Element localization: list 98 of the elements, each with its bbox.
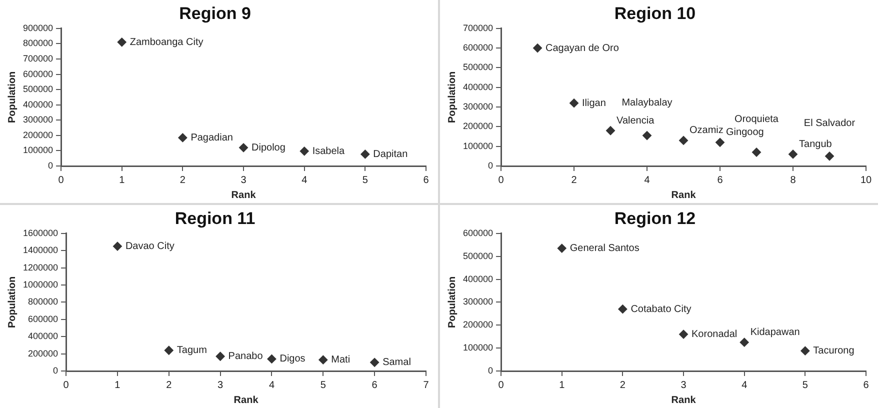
y-tick-label: 500000 bbox=[22, 84, 54, 94]
y-tick-label: 400000 bbox=[28, 331, 58, 342]
y-tick-label: 200000 bbox=[22, 130, 54, 140]
y-tick-label: 600000 bbox=[22, 68, 54, 79]
annotation: Mati bbox=[331, 354, 350, 366]
chart-title: Region 11 bbox=[174, 208, 256, 228]
x-tick-label: 5 bbox=[802, 380, 808, 391]
x-axis-title: Rank bbox=[234, 394, 259, 406]
y-tick-label: 600000 bbox=[462, 228, 494, 238]
annotation: Malaybalay bbox=[622, 97, 672, 108]
x-tick-label: 1 bbox=[119, 174, 126, 186]
y-tick-label: 0 bbox=[488, 365, 494, 376]
x-tick-label: 0 bbox=[63, 380, 70, 391]
y-tick-label: 900000 bbox=[22, 22, 54, 33]
y-tick-label: 300000 bbox=[462, 102, 494, 112]
annotation: Pagadian bbox=[190, 132, 233, 144]
x-tick-label: 6 bbox=[717, 174, 724, 186]
x-tick-label: 2 bbox=[571, 174, 578, 186]
annotation: Tangub bbox=[799, 138, 832, 150]
annotation: Gingoog bbox=[726, 127, 764, 138]
x-tick-label: 4 bbox=[268, 380, 275, 391]
x-axis-title: Rank bbox=[671, 394, 696, 406]
y-tick-label: 300000 bbox=[22, 114, 54, 125]
y-tick-label: 100000 bbox=[22, 145, 54, 156]
x-tick-label: 10 bbox=[860, 174, 872, 186]
y-tick-label: 100000 bbox=[462, 140, 494, 151]
annotation: Ozamiz bbox=[690, 125, 724, 136]
x-tick-label: 6 bbox=[863, 380, 870, 391]
x-tick-label: 3 bbox=[680, 380, 687, 391]
annotation: Tagum bbox=[176, 345, 207, 356]
y-tick-label: 1400000 bbox=[22, 245, 58, 256]
annotation: Isabela bbox=[312, 146, 346, 157]
annotation: Cagayan de Oro bbox=[546, 42, 620, 54]
x-tick-label: 2 bbox=[620, 380, 626, 391]
y-tick-label: 500000 bbox=[462, 62, 494, 72]
y-axis-title: Population bbox=[6, 71, 18, 124]
annotation: General Santos bbox=[570, 243, 640, 254]
x-tick-label: 6 bbox=[423, 174, 430, 186]
x-tick-label: 1 bbox=[114, 380, 121, 391]
y-tick-label: 300000 bbox=[462, 296, 494, 307]
y-tick-label: 1600000 bbox=[22, 228, 58, 238]
x-tick-label: 2 bbox=[166, 380, 172, 391]
x-tick-label: 1 bbox=[559, 380, 566, 391]
annotation: Zamboanga City bbox=[130, 36, 204, 48]
chart-title: Region 10 bbox=[614, 4, 696, 23]
annotation: Dipolog bbox=[252, 142, 286, 154]
x-tick-label: 2 bbox=[180, 174, 186, 186]
x-tick-label: 5 bbox=[320, 380, 326, 391]
y-axis-title: Population bbox=[446, 71, 458, 124]
annotation: Panabo bbox=[228, 351, 264, 362]
y-tick-label: 800000 bbox=[28, 296, 58, 307]
annotation: Oroquieta bbox=[734, 114, 779, 125]
y-tick-label: 200000 bbox=[28, 348, 58, 358]
y-axis-title: Population bbox=[446, 276, 458, 328]
y-tick-label: 1000000 bbox=[22, 279, 58, 290]
x-tick-label: 3 bbox=[240, 174, 247, 186]
x-tick-label: 4 bbox=[742, 380, 748, 391]
x-tick-label: 6 bbox=[372, 380, 378, 391]
y-tick-label: 100000 bbox=[462, 342, 494, 353]
y-tick-label: 400000 bbox=[462, 274, 494, 284]
annotation: Dapitan bbox=[373, 148, 408, 160]
y-tick-label: 200000 bbox=[462, 320, 494, 330]
chart-title: Region 9 bbox=[179, 4, 251, 23]
y-tick-label: 0 bbox=[488, 160, 494, 170]
y-tick-label: 400000 bbox=[462, 82, 494, 92]
annotation: Tacurong bbox=[813, 346, 854, 357]
x-tick-label: 8 bbox=[790, 174, 796, 186]
y-tick-label: 600000 bbox=[28, 314, 58, 324]
x-axis-title: Rank bbox=[231, 190, 256, 201]
annotation: Iligan bbox=[582, 98, 606, 109]
x-axis-title: Rank bbox=[671, 190, 696, 201]
y-tick-label: 200000 bbox=[462, 121, 494, 132]
annotation: Digos bbox=[280, 354, 306, 365]
y-tick-label: 0 bbox=[53, 365, 58, 376]
y-tick-label: 600000 bbox=[462, 42, 494, 53]
annotation: El Salvador bbox=[804, 118, 856, 129]
x-tick-label: 0 bbox=[498, 380, 504, 391]
annotation: Valencia bbox=[616, 115, 655, 126]
y-tick-label: 700000 bbox=[22, 53, 54, 64]
x-tick-label: 4 bbox=[644, 174, 650, 186]
y-tick-label: 0 bbox=[48, 160, 54, 170]
annotation: Kidapawan bbox=[750, 327, 800, 338]
x-tick-label: 4 bbox=[302, 174, 308, 186]
annotation: Samal bbox=[382, 357, 411, 368]
annotation: Cotabato City bbox=[630, 304, 692, 315]
y-tick-label: 800000 bbox=[22, 38, 54, 48]
y-tick-label: 500000 bbox=[462, 250, 494, 261]
x-tick-label: 7 bbox=[423, 380, 430, 391]
chart-title: Region 12 bbox=[614, 208, 696, 228]
y-axis-title: Population bbox=[6, 276, 18, 328]
annotation: Koronadal bbox=[692, 329, 738, 340]
annotation: Davao City bbox=[125, 241, 174, 252]
y-tick-label: 400000 bbox=[22, 99, 54, 110]
x-tick-label: 5 bbox=[362, 174, 368, 186]
y-tick-label: 700000 bbox=[462, 22, 494, 33]
x-tick-label: 0 bbox=[498, 174, 504, 186]
x-tick-label: 3 bbox=[218, 380, 224, 391]
y-tick-label: 1200000 bbox=[22, 262, 58, 272]
